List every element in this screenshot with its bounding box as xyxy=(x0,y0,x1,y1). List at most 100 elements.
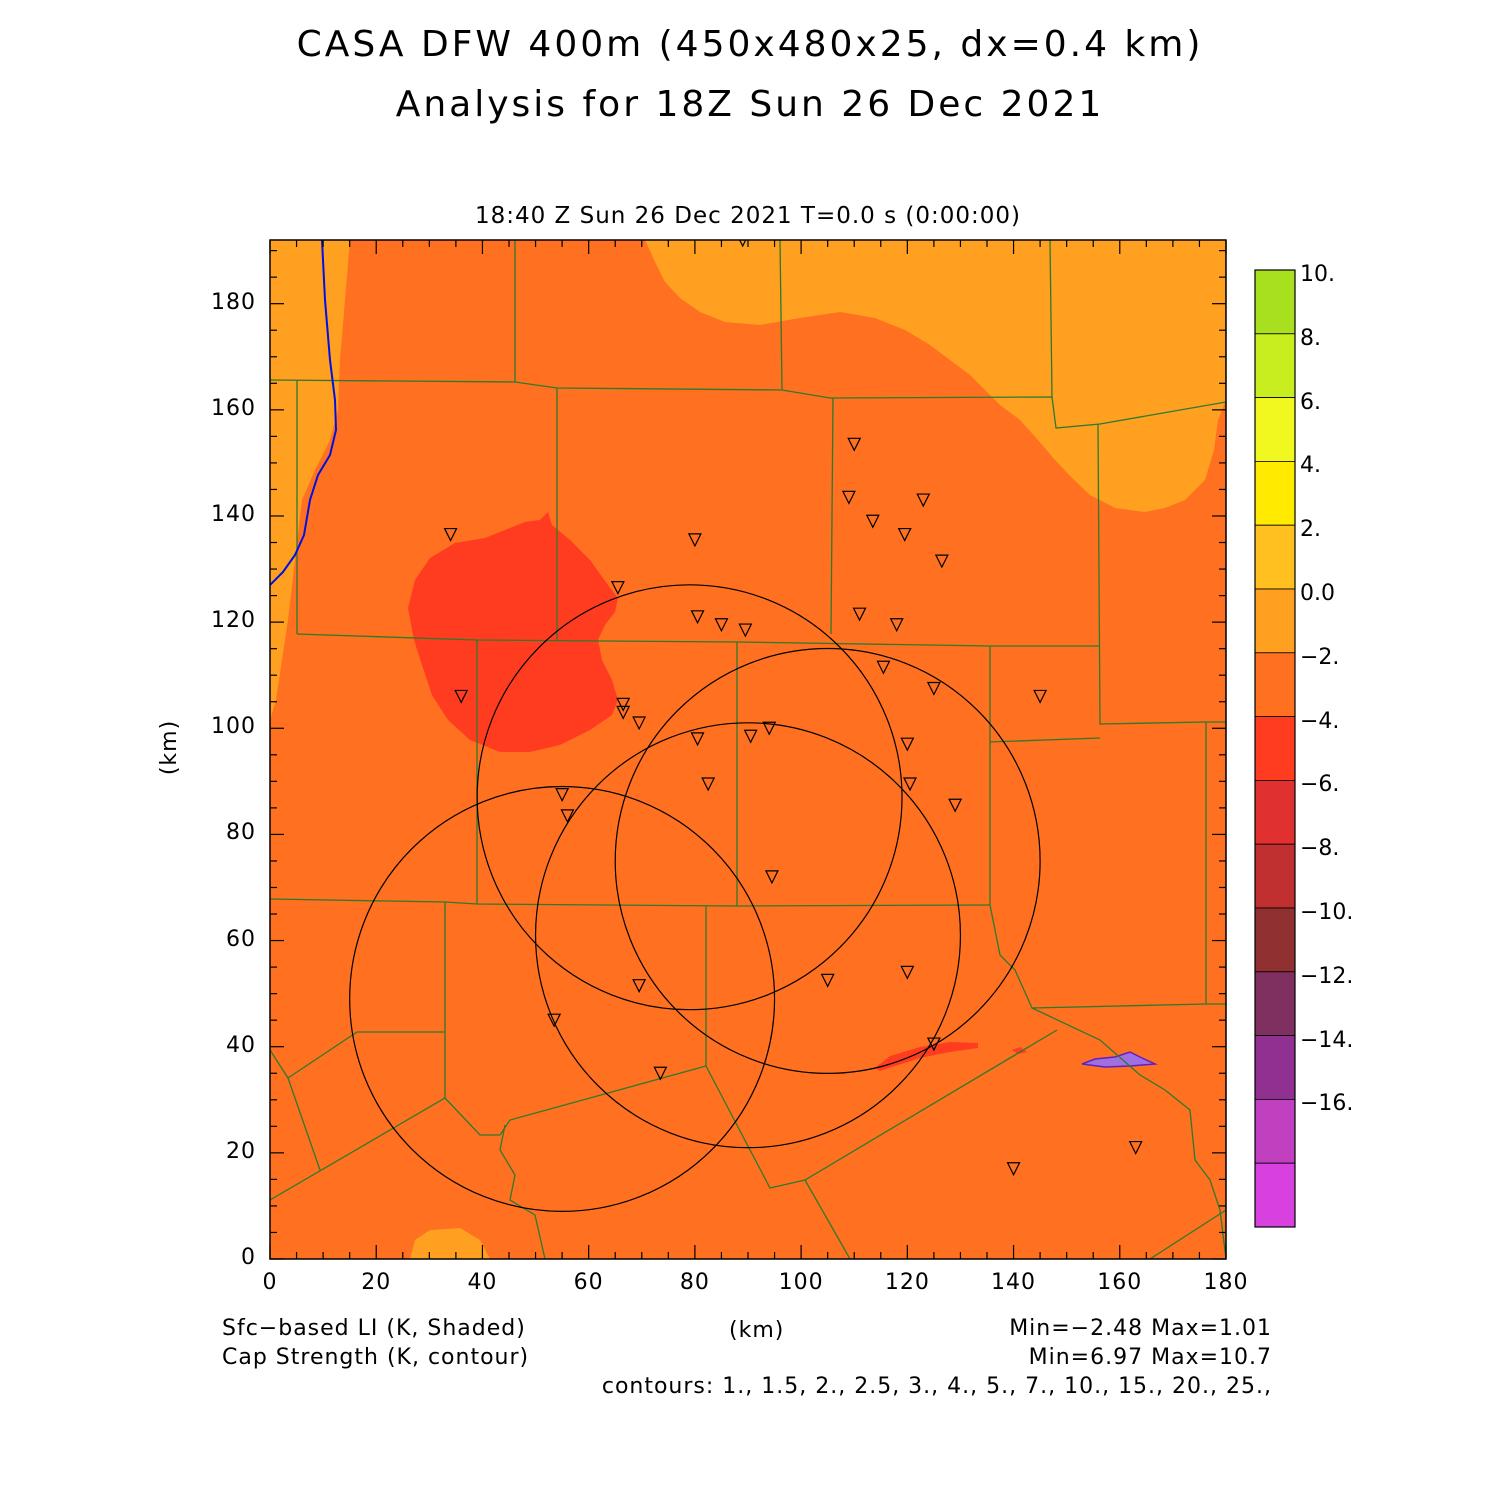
contour-field-label: Cap Strength (K, contour) xyxy=(222,1345,530,1370)
station-marker xyxy=(616,705,631,720)
river-line xyxy=(270,240,338,586)
station-marker xyxy=(738,623,753,638)
shaded-field-label: Sfc−based LI (K, Shaded) xyxy=(222,1316,526,1341)
station-marker xyxy=(876,660,891,675)
x-tick-label: 140 xyxy=(991,1270,1037,1295)
station-marker xyxy=(865,514,880,529)
x-tick-label: 20 xyxy=(361,1270,392,1295)
station-marker xyxy=(687,533,702,548)
station-marker xyxy=(1033,689,1048,704)
x-tick-label: 80 xyxy=(679,1270,710,1295)
colorbar-swatch xyxy=(1254,1162,1296,1228)
colorbar-label: 8. xyxy=(1300,325,1321,351)
colorbar-label: 10. xyxy=(1300,262,1335,287)
li-field-top-right xyxy=(645,240,1226,512)
colorbar-swatch xyxy=(1254,843,1296,909)
y-tick-label: 0 xyxy=(241,1245,256,1270)
x-tick-label: 180 xyxy=(1203,1270,1249,1295)
y-tick-label: 140 xyxy=(211,501,256,527)
radar-ring-3 xyxy=(534,722,962,1149)
colorbar-label: −10. xyxy=(1300,900,1354,925)
station-marker xyxy=(847,437,862,452)
colorbar-swatch xyxy=(1254,716,1296,781)
colorbar-label: 4. xyxy=(1300,453,1321,479)
x-tick-label: 100 xyxy=(778,1270,824,1295)
station-marker xyxy=(764,870,779,885)
station-marker xyxy=(820,973,835,988)
li-field-bottom xyxy=(410,1228,490,1259)
station-marker xyxy=(762,721,777,736)
colorbar-swatch xyxy=(1254,652,1296,717)
colorbar xyxy=(1254,269,1296,1228)
station-marker xyxy=(852,607,867,622)
li-field-negative-blob xyxy=(408,512,618,752)
radar-ring-2 xyxy=(476,584,903,1011)
colorbar-swatch xyxy=(1254,397,1296,462)
station-marker xyxy=(1006,1162,1021,1177)
station-marker xyxy=(900,737,915,752)
x-axis-label: (km) xyxy=(729,1318,785,1343)
colorbar-swatch xyxy=(1254,524,1296,590)
y-axis-label: (km) xyxy=(157,719,183,776)
colorbar-swatch xyxy=(1254,460,1296,526)
x-tick-label: 120 xyxy=(884,1270,930,1295)
li-field-negative-streak xyxy=(875,1042,978,1071)
colorbar-label: −14. xyxy=(1300,1027,1354,1053)
colorbar-label: −12. xyxy=(1300,963,1354,989)
colorbar-swatch xyxy=(1254,333,1296,398)
colorbar-label: −6. xyxy=(1300,772,1340,798)
station-marker xyxy=(454,689,469,704)
station-marker xyxy=(653,1066,668,1081)
x-tick-label: 60 xyxy=(573,1270,604,1295)
station-marker xyxy=(632,716,647,731)
colorbar-label: 2. xyxy=(1300,517,1321,543)
colorbar-swatch xyxy=(1254,1099,1296,1164)
county-boundaries xyxy=(270,240,1226,1259)
chart-title: CASA DFW 400m (450x480x25, dx=0.4 km) xyxy=(296,24,1204,65)
li-field-negative-dot xyxy=(1012,1047,1027,1054)
colorbar-label: 0.0 xyxy=(1300,581,1335,606)
station-marker xyxy=(900,965,915,980)
station-marker xyxy=(616,697,631,712)
x-tick-label: 40 xyxy=(467,1270,498,1295)
colorbar-swatch xyxy=(1254,1035,1296,1100)
valid-time: 18:40 Z Sun 26 Dec 2021 T=0.0 s (0:00:00… xyxy=(474,203,1022,229)
contour-levels: contours: 1., 1.5, 2., 2.5, 3., 4., 5., … xyxy=(601,1374,1272,1399)
station-marker xyxy=(701,777,716,792)
station-marker xyxy=(560,809,575,824)
colorbar-swatch xyxy=(1254,588,1296,654)
station-marker xyxy=(889,618,904,633)
station-marker xyxy=(690,610,705,625)
colorbar-label: −4. xyxy=(1300,708,1340,734)
station-marker xyxy=(690,732,705,747)
colorbar-swatch xyxy=(1254,780,1296,845)
station-marker xyxy=(555,788,570,802)
station-marker xyxy=(547,1013,562,1028)
station-marker xyxy=(610,581,625,595)
colorbar-label: −2. xyxy=(1300,644,1340,670)
station-marker xyxy=(714,618,729,633)
station-marker xyxy=(903,777,917,792)
y-tick-label: 40 xyxy=(226,1032,256,1058)
radar-ring-4 xyxy=(349,785,776,1212)
colorbar-swatch xyxy=(1254,971,1296,1036)
colorbar-swatch xyxy=(1254,269,1296,335)
y-tick-label: 60 xyxy=(226,926,256,952)
station-marker xyxy=(743,729,758,744)
station-marker xyxy=(934,554,949,569)
station-marker xyxy=(443,527,458,542)
station-marker xyxy=(841,490,856,505)
radar-ring-1 xyxy=(614,647,1041,1074)
station-marker xyxy=(926,1037,941,1052)
colorbar-swatch xyxy=(1254,907,1296,973)
colorbar-label: −8. xyxy=(1300,836,1340,862)
station-marker xyxy=(632,979,647,994)
x-tick-label: 160 xyxy=(1097,1270,1143,1295)
lake-outline xyxy=(1081,1051,1158,1068)
y-tick-label: 160 xyxy=(211,395,256,421)
y-tick-label: 180 xyxy=(211,289,256,315)
y-tick-label: 100 xyxy=(211,714,256,740)
shaded-min-max: Min=−2.48 Max=1.01 xyxy=(1009,1316,1272,1341)
y-tick-label: 120 xyxy=(211,608,256,634)
